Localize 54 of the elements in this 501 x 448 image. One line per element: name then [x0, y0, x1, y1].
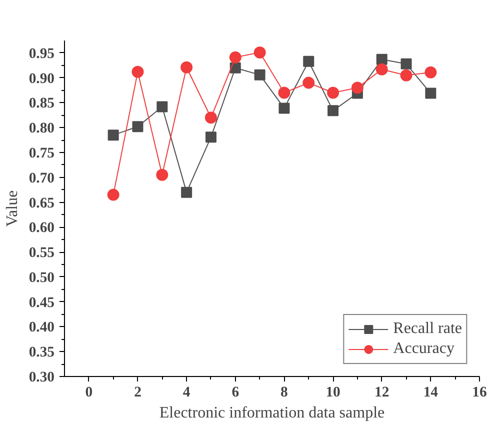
point [376, 63, 388, 76]
y-tick-label: 0.90 [28, 70, 55, 87]
point [108, 130, 119, 141]
y-tick-label: 0.50 [28, 270, 55, 286]
point [302, 76, 315, 89]
y-tick-label: 0.60 [28, 220, 55, 236]
x-tick-label: 4 [182, 384, 191, 400]
y-tick-label: 0.40 [28, 320, 55, 336]
point [400, 69, 412, 82]
x-tick-label: 6 [232, 384, 240, 400]
point [425, 88, 436, 99]
y-tick-label: 0.80 [28, 120, 55, 137]
point [278, 86, 290, 99]
point [230, 62, 241, 74]
point [303, 56, 314, 67]
point [351, 82, 364, 94]
x-tick-label: 16 [472, 384, 487, 400]
y-tick-label: 0.85 [28, 96, 55, 112]
x-tick-label: 2 [134, 384, 142, 400]
y-tick-label: 0.95 [28, 46, 55, 62]
y-tick-label: 0.65 [28, 195, 55, 212]
x-tick-label: 0 [85, 384, 93, 400]
legend-label: Recall rate [393, 320, 462, 338]
y-tick-label: 0.35 [28, 344, 55, 361]
point [107, 188, 120, 201]
point [327, 86, 340, 99]
point [424, 66, 437, 78]
point [180, 61, 193, 74]
point [156, 168, 168, 181]
x-tick-label: 10 [326, 384, 340, 400]
legend-label: Accuracy [393, 340, 454, 358]
point [278, 102, 290, 114]
x-tick-label: 12 [374, 384, 390, 400]
point [254, 46, 266, 58]
y-tick-label: 0.75 [28, 146, 55, 162]
point [132, 121, 144, 132]
point [229, 51, 242, 64]
point [205, 132, 216, 143]
point [132, 66, 144, 78]
y-tick-label: 0.30 [28, 370, 55, 386]
y-tick-label: 0.55 [28, 245, 55, 262]
x-axis-title: Electronic information data sample [159, 404, 385, 422]
point [328, 105, 339, 116]
point [254, 69, 266, 80]
point [204, 112, 217, 124]
y-axis-title: Value [4, 190, 21, 227]
point [156, 101, 168, 112]
point [376, 54, 388, 65]
point [181, 186, 192, 198]
x-tick-label: 8 [280, 384, 288, 400]
y-tick-label: 0.45 [28, 294, 55, 311]
point [400, 58, 412, 70]
y-tick-label: 0.70 [28, 170, 55, 186]
x-tick-label: 14 [423, 384, 439, 400]
